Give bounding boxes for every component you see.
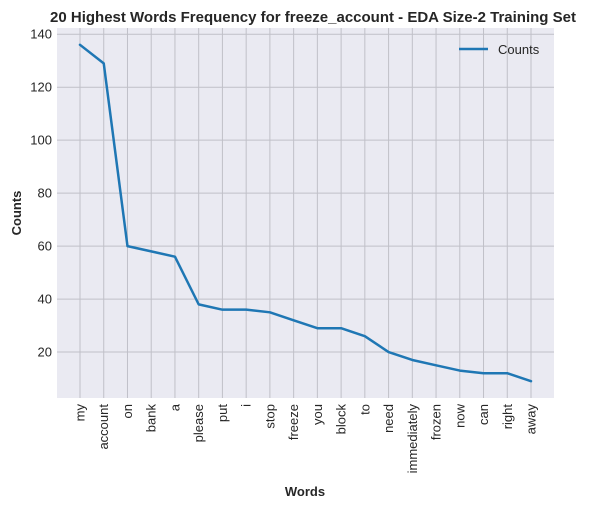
y-tick-label: 40 [38, 292, 52, 307]
x-tick-label: a [167, 403, 182, 411]
legend-label: Counts [498, 42, 540, 57]
x-tick-label: away [524, 404, 539, 435]
x-tick-label: frozen [429, 404, 444, 440]
series-layer [78, 43, 533, 383]
x-tick-label: put [215, 404, 230, 422]
x-tick-label: to [357, 404, 372, 415]
x-axis-label: Words [285, 484, 325, 499]
y-tick-label: 100 [30, 133, 52, 148]
y-tick-label: 140 [30, 27, 52, 42]
plot-area [57, 28, 554, 398]
chart-title: 20 Highest Words Frequency for freeze_ac… [50, 9, 576, 26]
x-tick-label: can [476, 404, 491, 425]
y-tick-label: 120 [30, 80, 52, 95]
x-tick-label: stop [262, 404, 277, 429]
y-tick-labels: 20 40 60 80 100 120 140 [30, 27, 52, 360]
y-tick-label: 80 [38, 186, 52, 201]
x-tick-label: need [381, 404, 396, 433]
x-tick-label: on [120, 404, 135, 418]
legend: Counts [459, 42, 540, 57]
series-line-counts [78, 43, 533, 383]
x-tick-label: block [334, 404, 349, 435]
x-tick-labels: my account on bank a please put i stop freeze you b… [73, 403, 539, 473]
x-tick-label: please [191, 404, 206, 442]
x-tick-label: account [96, 404, 111, 450]
x-tick-label: my [73, 404, 88, 422]
y-tick-label: 60 [38, 239, 52, 254]
x-tick-label: freeze [286, 404, 301, 440]
x-tick-label: now [452, 403, 467, 427]
y-grid [57, 33, 554, 353]
x-tick-label: i [239, 404, 254, 407]
x-tick-label: right [500, 404, 515, 430]
x-tick-label: bank [144, 404, 159, 433]
x-tick-label: immediately [405, 404, 420, 474]
y-axis-label: Counts [9, 191, 24, 236]
y-tick-label: 20 [38, 345, 52, 360]
x-tick-label: you [310, 404, 325, 425]
